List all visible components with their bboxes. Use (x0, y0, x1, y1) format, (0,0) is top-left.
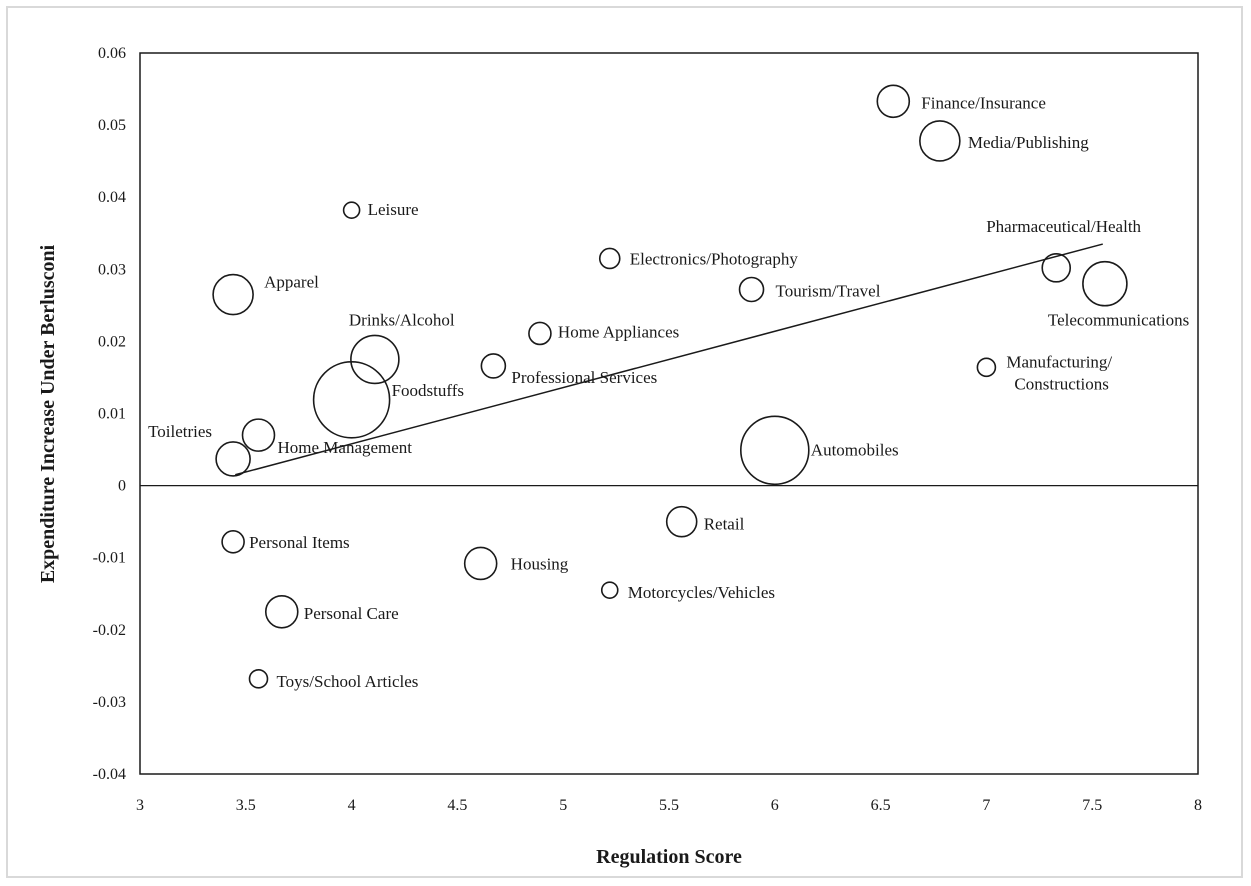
bubble (1041, 253, 1072, 283)
bubble-label: Toiletries (148, 422, 212, 441)
bubble-label: Foodstuffs (392, 381, 464, 400)
bubble (241, 418, 276, 452)
bubble-label: Personal Care (304, 604, 399, 623)
y-tick-label: -0.03 (93, 694, 126, 711)
bubble-label: Telecommunications (1048, 311, 1189, 330)
x-tick-label: 3.5 (236, 797, 256, 814)
bubble-label: Electronics/Photography (630, 249, 799, 268)
bubble-label: Housing (511, 554, 569, 573)
bubble (598, 247, 621, 270)
x-tick-label: 4.5 (447, 797, 467, 814)
bubble-label: Professional Services (511, 368, 657, 387)
bubbles (212, 84, 1128, 689)
bubble-label: Home Appliances (558, 322, 679, 341)
y-tick-label: 0 (118, 478, 126, 495)
y-tick-label: -0.04 (93, 766, 126, 783)
bubble (919, 120, 961, 162)
y-tick-label: 0.04 (98, 189, 126, 206)
bubble-label: Pharmaceutical/Health (986, 217, 1141, 236)
bubble (215, 441, 251, 477)
bubble (463, 546, 498, 581)
bubble (248, 669, 269, 689)
bubble-label: Automobiles (811, 440, 899, 459)
bubble (665, 505, 698, 538)
bubble (480, 353, 507, 379)
bubble (739, 415, 810, 486)
bubble (876, 84, 911, 119)
bubble-label: Motorcycles/Vehicles (628, 583, 775, 602)
y-tick-label: -0.02 (93, 622, 126, 639)
bubble-label: Personal Items (249, 533, 350, 552)
bubble (342, 201, 361, 219)
bubble (738, 276, 765, 303)
trendline-group (235, 243, 1103, 476)
x-tick-labels: 3 3.5 4 4.5 5 5.5 6 6.5 7 7.5 8 (136, 797, 1202, 814)
bubble (528, 321, 552, 346)
y-tick-label: 0.01 (98, 406, 126, 423)
bubble-label: Retail (704, 515, 745, 534)
bubble-labels: Finance/Insurance Media/Publishing Leisure… (148, 93, 1189, 691)
x-tick-label: 8 (1194, 797, 1202, 814)
bubble (1082, 260, 1128, 307)
y-axis-title: Expenditure Increase Under Berlusconi (37, 244, 59, 583)
plot-area (139, 52, 1199, 775)
x-tick-label: 7 (982, 797, 990, 814)
bubble (264, 594, 299, 629)
x-tick-label: 3 (136, 797, 144, 814)
bubble-label: Tourism/Travel (776, 281, 881, 300)
bubble-label: Finance/Insurance (921, 93, 1046, 112)
bubble (350, 334, 400, 385)
bubble-label: Leisure (368, 200, 419, 219)
bubble (312, 361, 391, 439)
y-tick-label: -0.01 (93, 550, 126, 567)
chart-frame (6, 6, 1243, 878)
bubble-label: Toys/School Articles (276, 672, 418, 691)
bubble-label: Media/Publishing (968, 133, 1089, 152)
y-tick-label: 0.02 (98, 333, 126, 350)
bubble (212, 273, 254, 316)
x-tick-label: 6.5 (871, 797, 891, 814)
bubble-label: Manufacturing/Constructions (1006, 352, 1112, 393)
x-tick-label: 4 (348, 797, 356, 814)
y-tick-label: 0.03 (98, 261, 126, 278)
x-tick-label: 6 (771, 797, 779, 814)
y-tick-label: 0.05 (98, 117, 126, 134)
x-tick-label: 5.5 (659, 797, 679, 814)
x-tick-label: 7.5 (1082, 797, 1102, 814)
bubble (600, 581, 619, 599)
bubble (221, 530, 245, 554)
trendline (235, 243, 1103, 476)
bubble-label: Home Management (277, 438, 412, 457)
bubble-label: Drinks/Alcohol (349, 310, 455, 329)
x-axis-title: Regulation Score (596, 846, 742, 868)
y-tick-label: 0.06 (98, 45, 126, 62)
bubble (976, 357, 997, 378)
y-tick-labels: -0.04 -0.03 -0.02 -0.01 0 0.01 0.02 0.03 0.04 0.0… (93, 45, 126, 783)
x-tick-label: 5 (559, 797, 567, 814)
bubble-label: Apparel (264, 273, 319, 292)
